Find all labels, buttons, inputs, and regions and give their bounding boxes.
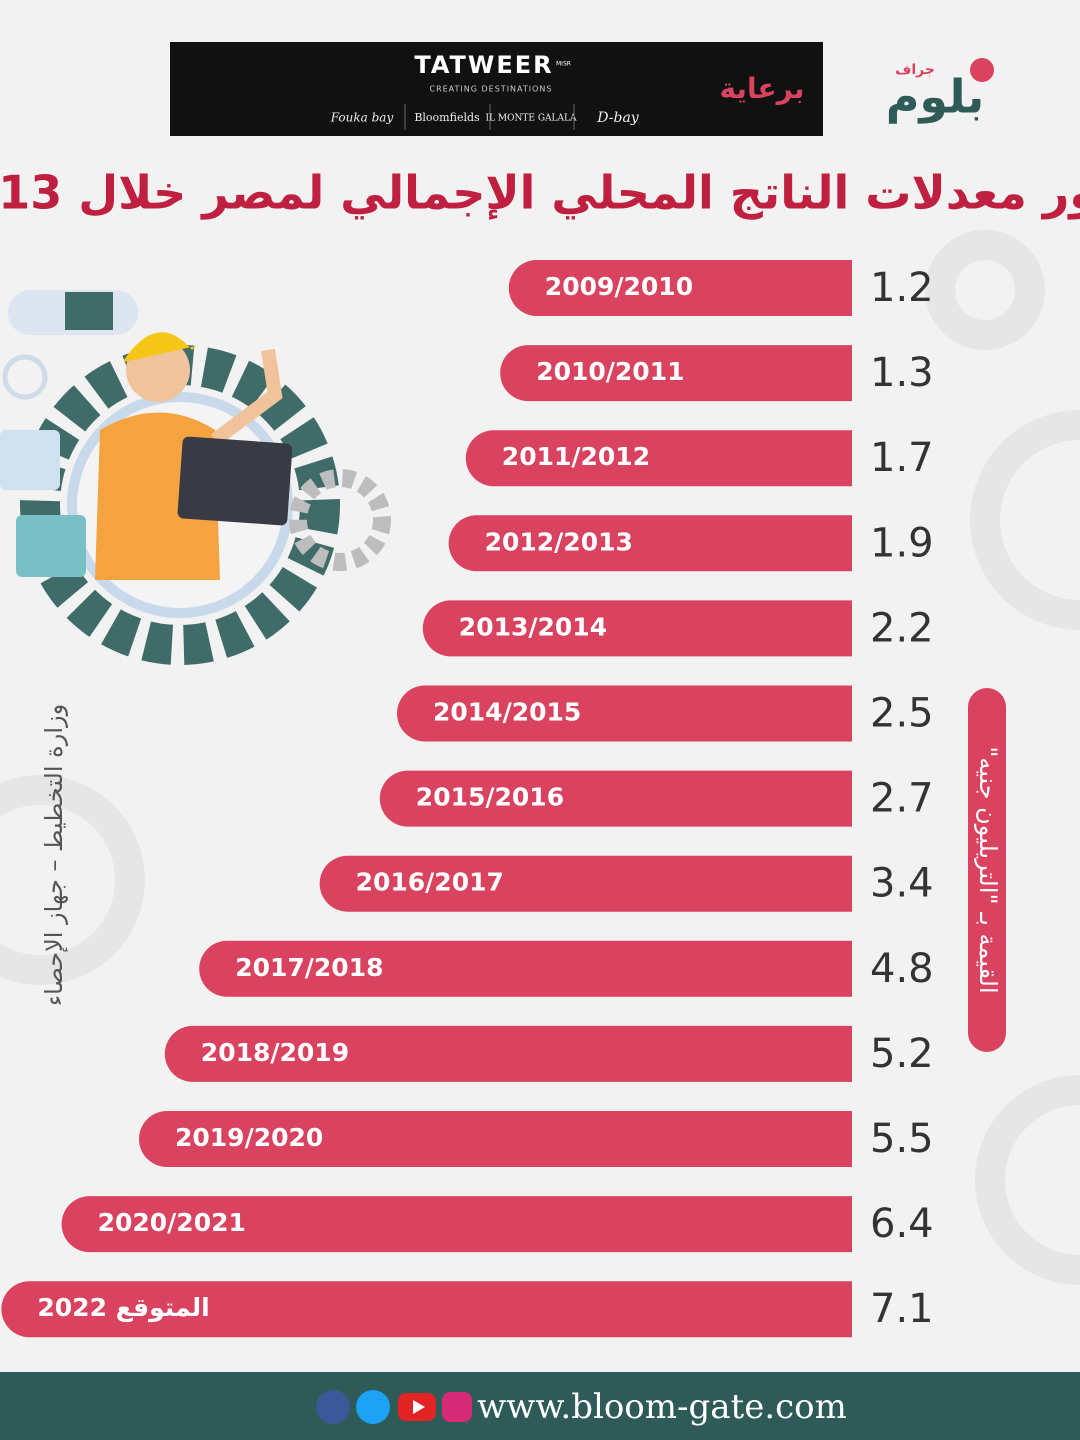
chart-card (16, 515, 86, 577)
logo-tag: جراف (895, 62, 935, 78)
value-label: 2.7 (870, 776, 934, 822)
website[interactable]: www.bloom-gate.com (477, 1387, 847, 1427)
brand: IL MONTE GALALA (486, 114, 577, 124)
category-label: 2016/2017 (356, 868, 504, 897)
logo-mic (970, 58, 994, 82)
laptop (177, 436, 293, 526)
value-label: 6.4 (870, 1201, 934, 1247)
bar (199, 940, 852, 997)
category-label: المتوقع 2022 (37, 1293, 209, 1323)
value-label: 1.2 (870, 265, 934, 311)
bar (508, 260, 852, 317)
value-label: 4.8 (870, 946, 934, 992)
category-label: 2015/2016 (416, 783, 564, 812)
category-label: 2010/2011 (536, 357, 684, 386)
value-label: 7.1 (870, 1286, 934, 1332)
bar (379, 770, 852, 827)
logo: بلوم (886, 70, 985, 124)
brand: Fouka bay (330, 111, 394, 125)
decor-gear (975, 1075, 1080, 1285)
facebook-icon[interactable] (316, 1390, 350, 1424)
chart-card (0, 430, 60, 490)
bar (1, 1281, 852, 1338)
bar (465, 430, 852, 487)
chart-title: تطور معدلات الناتج المحلي الإجمالي لمصر … (0, 166, 1080, 220)
value-label: 5.5 (870, 1116, 934, 1162)
bar (500, 345, 852, 402)
value-label: 2.5 (870, 691, 934, 737)
sponsor-name: TATWEER (414, 51, 553, 79)
brand: Bloomfields (414, 111, 480, 124)
worker-arm (210, 348, 283, 446)
decor-gear (0, 775, 145, 985)
bar (422, 600, 852, 657)
category-label: 2011/2012 (502, 442, 650, 471)
illustration (0, 290, 391, 665)
category-label: 2017/2018 (235, 953, 383, 982)
decor-gear (970, 410, 1080, 630)
value-label: 1.9 (870, 520, 934, 566)
decor-gears (0, 230, 1080, 1285)
brand: D-bay (596, 110, 640, 126)
bar (319, 855, 853, 912)
category-label: 2012/2013 (485, 527, 633, 556)
category-label: 2013/2014 (459, 612, 607, 641)
server (65, 292, 113, 330)
category-label: 2018/2019 (201, 1038, 349, 1067)
value-axis-label: القيمة بـ "التريليون جنيه" (974, 746, 1002, 993)
bar (139, 1111, 852, 1167)
bar (448, 515, 852, 572)
category-label: 2014/2015 (433, 698, 581, 727)
sponsor-banner (170, 42, 823, 136)
category-label: 2020/2021 (98, 1208, 246, 1237)
value-label: 3.4 (870, 861, 934, 907)
unit-pill (968, 688, 1006, 1052)
value-label: 1.7 (870, 435, 934, 481)
value-label: 1.3 (870, 350, 934, 396)
helmet (124, 332, 196, 362)
bar (397, 685, 852, 742)
value-label: 2.2 (870, 605, 934, 651)
category-label: 2009/2010 (545, 272, 693, 301)
small-gear (289, 469, 391, 571)
sponsor-label: برعاية (719, 72, 804, 105)
category-label: 2019/2020 (175, 1123, 323, 1152)
bar (61, 1196, 853, 1253)
twitter-icon[interactable] (356, 1390, 390, 1424)
sponsor-tag: MISR (556, 61, 571, 68)
gear-icon (2, 354, 48, 400)
decor-gear (925, 230, 1045, 350)
footer (0, 1372, 1080, 1440)
youtube-play (413, 1400, 425, 1414)
sponsor-tagline: CREATING DESTINATIONS (429, 85, 552, 94)
value-label: 5.2 (870, 1031, 934, 1077)
bar (164, 1025, 853, 1082)
bars: 2009/2010 1.2 2010/2011 1.3 2011/2012 1.7 2012… (1, 260, 934, 1338)
source: وزارة التخطيط – جهاز الإحصاء (40, 704, 68, 1006)
instagram-icon[interactable] (442, 1392, 472, 1422)
